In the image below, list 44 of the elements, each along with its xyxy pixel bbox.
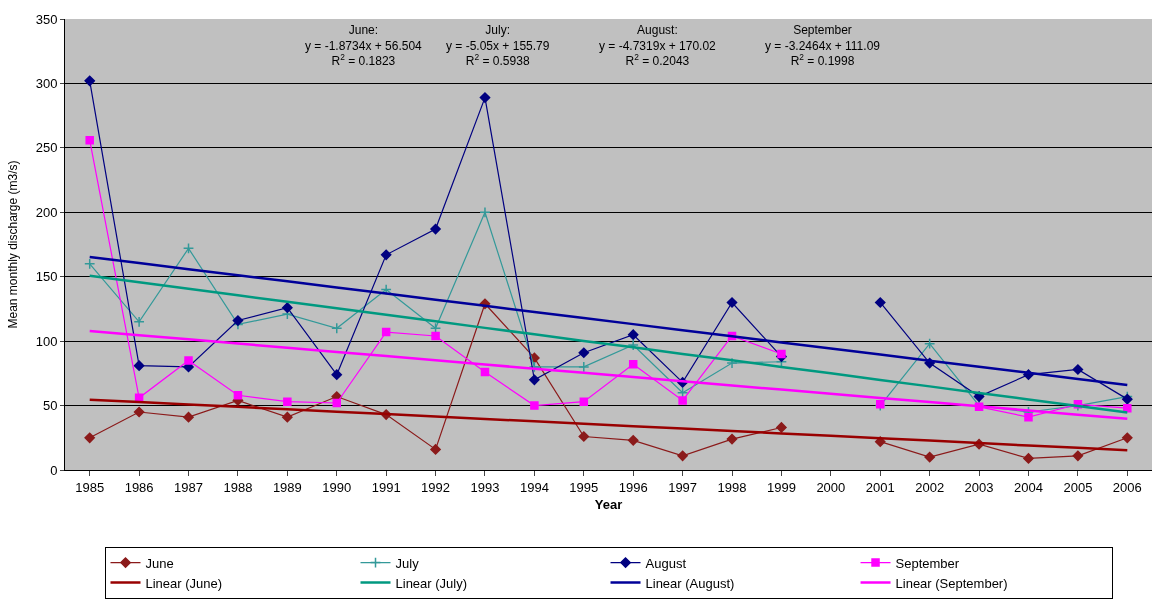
annotation: August: y = -4.7319x + 170.02 R$^{2}$ = 0.2043 <box>599 23 717 69</box>
legend-label: Linear (September) <box>895 575 1008 591</box>
x-tick-label: 1990 <box>322 479 352 495</box>
x-tick-label: 1997 <box>668 479 698 495</box>
legend-label: Linear (July) <box>395 575 468 591</box>
x-tick-label: 2003 <box>964 479 994 495</box>
x-axis-title: Year <box>594 497 623 513</box>
y-tick-label: 150 <box>35 269 58 285</box>
x-tick-label: 2006 <box>1112 479 1142 495</box>
x-tick-label: 1999 <box>766 479 796 495</box>
x-tick-label: 1992 <box>421 479 451 495</box>
y-axis-title: Mean monthly discharge (m3/s) <box>6 160 20 329</box>
x-tick-label: 1988 <box>223 479 253 495</box>
x-tick-label: 2005 <box>1063 479 1093 495</box>
x-tick-label: 1989 <box>272 479 302 495</box>
x-tick-label: 1987 <box>174 479 203 495</box>
y-tick-label: 350 <box>35 11 58 27</box>
legend-label: August <box>645 555 687 571</box>
legend-label: September <box>895 555 960 571</box>
y-tick-label: 50 <box>42 398 58 414</box>
x-tick-label: 2004 <box>1014 479 1043 495</box>
x-tick-label: 1995 <box>569 479 599 495</box>
annotation: July: y = -5.05x + 155.79 R$^{2}$ = 0.5938 <box>446 23 550 69</box>
legend-label: July <box>395 555 420 571</box>
x-tick-label: 1993 <box>470 479 500 495</box>
legend-label: Linear (August) <box>645 575 735 591</box>
x-tick-label: 1985 <box>75 479 105 495</box>
x-tick-label: 2001 <box>865 479 895 495</box>
x-tick-label: 2002 <box>915 479 945 495</box>
y-tick-label: 300 <box>35 75 58 91</box>
y-tick-label: 100 <box>35 333 58 349</box>
x-tick-label: 1986 <box>124 479 154 495</box>
x-tick-label: 1991 <box>371 479 401 495</box>
annotation: September y = -3.2464x + 111.09 R$^{2}$ = 0.1998 <box>765 23 881 69</box>
y-tick-label: 200 <box>35 204 58 220</box>
x-tick-label: 1994 <box>519 479 549 495</box>
y-tick-label: 0 <box>50 462 58 478</box>
x-tick-label: 1998 <box>717 479 747 495</box>
y-tick-label: 250 <box>35 140 58 156</box>
x-tick-label: 1996 <box>618 479 648 495</box>
legend-label: June <box>145 555 174 571</box>
annotation: June: y = -1.8734x + 56.504 R$^{2}$ = 0.1823 <box>305 23 423 69</box>
x-tick-label: 2000 <box>816 479 846 495</box>
legend-label: Linear (June) <box>145 575 223 591</box>
